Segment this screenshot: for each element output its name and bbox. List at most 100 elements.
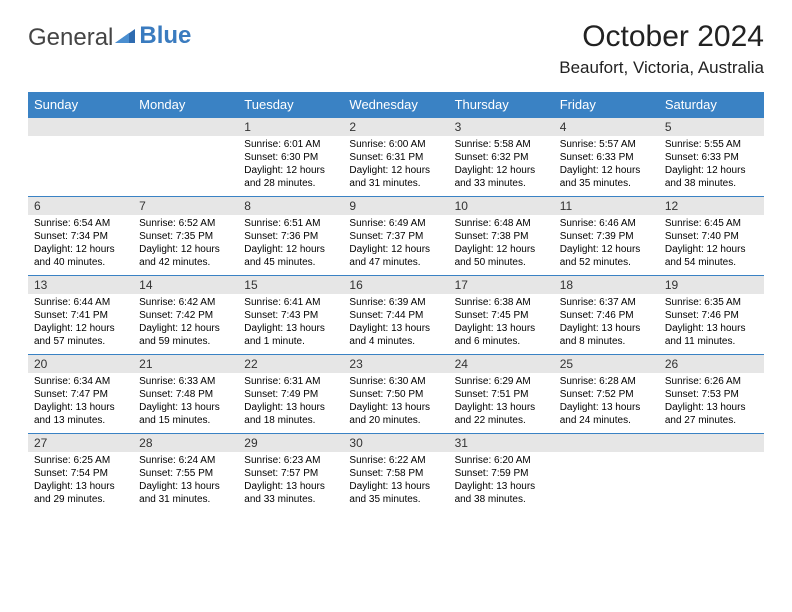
day-details: Sunrise: 6:41 AMSunset: 7:43 PMDaylight:… xyxy=(238,294,343,354)
day-detail-line: and 29 minutes. xyxy=(34,493,127,506)
day-number: 7 xyxy=(133,197,238,215)
day-number: 1 xyxy=(238,118,343,136)
day-number xyxy=(659,434,764,452)
day-detail-line: Daylight: 13 hours xyxy=(349,480,442,493)
day-number: 26 xyxy=(659,355,764,373)
day-detail-line: Sunrise: 6:41 AM xyxy=(244,296,337,309)
day-details: Sunrise: 6:30 AMSunset: 7:50 PMDaylight:… xyxy=(343,373,448,433)
day-detail-line: Sunset: 6:33 PM xyxy=(665,151,758,164)
day-number: 21 xyxy=(133,355,238,373)
day-detail-line: Daylight: 12 hours xyxy=(560,164,653,177)
day-detail-line: and 54 minutes. xyxy=(665,256,758,269)
day-detail-line: Daylight: 13 hours xyxy=(455,401,548,414)
day-detail-line: Sunrise: 6:45 AM xyxy=(665,217,758,230)
day-number: 16 xyxy=(343,276,448,294)
day-detail-line: and 4 minutes. xyxy=(349,335,442,348)
day-detail-line: and 42 minutes. xyxy=(139,256,232,269)
day-detail-line: and 1 minute. xyxy=(244,335,337,348)
day-number: 3 xyxy=(449,118,554,136)
day-number: 20 xyxy=(28,355,133,373)
day-detail-line: Sunrise: 5:57 AM xyxy=(560,138,653,151)
day-detail-line: and 50 minutes. xyxy=(455,256,548,269)
day-detail-line: Sunrise: 6:31 AM xyxy=(244,375,337,388)
calendar-cell: 27Sunrise: 6:25 AMSunset: 7:54 PMDayligh… xyxy=(28,434,133,513)
day-details: Sunrise: 6:42 AMSunset: 7:42 PMDaylight:… xyxy=(133,294,238,354)
day-detail-line: and 33 minutes. xyxy=(244,493,337,506)
weekday-header: Monday xyxy=(133,92,238,118)
day-detail-line: Sunrise: 6:38 AM xyxy=(455,296,548,309)
day-details: Sunrise: 6:24 AMSunset: 7:55 PMDaylight:… xyxy=(133,452,238,512)
day-detail-line: Sunset: 7:45 PM xyxy=(455,309,548,322)
location: Beaufort, Victoria, Australia xyxy=(559,58,764,78)
day-number: 29 xyxy=(238,434,343,452)
calendar-cell: 2Sunrise: 6:00 AMSunset: 6:31 PMDaylight… xyxy=(343,118,448,197)
calendar-table: Sunday Monday Tuesday Wednesday Thursday… xyxy=(28,92,764,512)
day-detail-line: Sunset: 7:49 PM xyxy=(244,388,337,401)
day-detail-line: Sunset: 7:39 PM xyxy=(560,230,653,243)
day-detail-line: and 35 minutes. xyxy=(560,177,653,190)
day-number: 23 xyxy=(343,355,448,373)
calendar-cell: 24Sunrise: 6:29 AMSunset: 7:51 PMDayligh… xyxy=(449,355,554,434)
calendar-cell: 18Sunrise: 6:37 AMSunset: 7:46 PMDayligh… xyxy=(554,276,659,355)
day-details: Sunrise: 6:48 AMSunset: 7:38 PMDaylight:… xyxy=(449,215,554,275)
calendar-cell: 25Sunrise: 6:28 AMSunset: 7:52 PMDayligh… xyxy=(554,355,659,434)
day-details: Sunrise: 6:25 AMSunset: 7:54 PMDaylight:… xyxy=(28,452,133,512)
day-detail-line: Daylight: 12 hours xyxy=(34,322,127,335)
day-details: Sunrise: 6:51 AMSunset: 7:36 PMDaylight:… xyxy=(238,215,343,275)
day-detail-line: Daylight: 13 hours xyxy=(244,401,337,414)
day-detail-line: Sunrise: 6:35 AM xyxy=(665,296,758,309)
title-block: October 2024 Beaufort, Victoria, Austral… xyxy=(559,20,764,78)
weekday-header: Friday xyxy=(554,92,659,118)
calendar-cell: 12Sunrise: 6:45 AMSunset: 7:40 PMDayligh… xyxy=(659,197,764,276)
day-detail-line: Sunset: 7:48 PM xyxy=(139,388,232,401)
day-details: Sunrise: 6:29 AMSunset: 7:51 PMDaylight:… xyxy=(449,373,554,433)
day-detail-line: Sunset: 7:54 PM xyxy=(34,467,127,480)
day-detail-line: Daylight: 13 hours xyxy=(665,401,758,414)
day-detail-line: and 22 minutes. xyxy=(455,414,548,427)
day-details: Sunrise: 6:34 AMSunset: 7:47 PMDaylight:… xyxy=(28,373,133,433)
day-details: Sunrise: 6:37 AMSunset: 7:46 PMDaylight:… xyxy=(554,294,659,354)
day-detail-line: and 18 minutes. xyxy=(244,414,337,427)
day-details: Sunrise: 6:35 AMSunset: 7:46 PMDaylight:… xyxy=(659,294,764,354)
day-detail-line: Sunset: 7:52 PM xyxy=(560,388,653,401)
day-details: Sunrise: 6:39 AMSunset: 7:44 PMDaylight:… xyxy=(343,294,448,354)
logo-text-general: General xyxy=(28,24,113,52)
day-detail-line: Sunset: 6:31 PM xyxy=(349,151,442,164)
day-number: 18 xyxy=(554,276,659,294)
day-detail-line: Daylight: 12 hours xyxy=(349,243,442,256)
calendar-cell: 13Sunrise: 6:44 AMSunset: 7:41 PMDayligh… xyxy=(28,276,133,355)
day-detail-line: Daylight: 12 hours xyxy=(139,243,232,256)
day-detail-line: and 24 minutes. xyxy=(560,414,653,427)
day-detail-line: Daylight: 13 hours xyxy=(34,480,127,493)
day-number: 14 xyxy=(133,276,238,294)
day-number: 13 xyxy=(28,276,133,294)
calendar-cell: 23Sunrise: 6:30 AMSunset: 7:50 PMDayligh… xyxy=(343,355,448,434)
day-number: 9 xyxy=(343,197,448,215)
day-number: 30 xyxy=(343,434,448,452)
day-detail-line: Sunrise: 6:46 AM xyxy=(560,217,653,230)
calendar-cell: 29Sunrise: 6:23 AMSunset: 7:57 PMDayligh… xyxy=(238,434,343,513)
day-details: Sunrise: 6:49 AMSunset: 7:37 PMDaylight:… xyxy=(343,215,448,275)
day-detail-line: Sunrise: 6:25 AM xyxy=(34,454,127,467)
day-detail-line: Sunset: 7:44 PM xyxy=(349,309,442,322)
day-detail-line: Sunset: 7:53 PM xyxy=(665,388,758,401)
day-detail-line: Sunset: 7:47 PM xyxy=(34,388,127,401)
day-detail-line: Daylight: 13 hours xyxy=(34,401,127,414)
calendar-cell: 5Sunrise: 5:55 AMSunset: 6:33 PMDaylight… xyxy=(659,118,764,197)
day-detail-line: and 59 minutes. xyxy=(139,335,232,348)
day-number: 28 xyxy=(133,434,238,452)
calendar-cell xyxy=(554,434,659,513)
day-detail-line: and 8 minutes. xyxy=(560,335,653,348)
day-details: Sunrise: 6:52 AMSunset: 7:35 PMDaylight:… xyxy=(133,215,238,275)
day-detail-line: Daylight: 12 hours xyxy=(455,164,548,177)
day-detail-line: and 38 minutes. xyxy=(665,177,758,190)
day-detail-line: Sunrise: 6:44 AM xyxy=(34,296,127,309)
calendar-cell: 20Sunrise: 6:34 AMSunset: 7:47 PMDayligh… xyxy=(28,355,133,434)
day-detail-line: and 28 minutes. xyxy=(244,177,337,190)
day-detail-line: Sunrise: 5:58 AM xyxy=(455,138,548,151)
day-number: 10 xyxy=(449,197,554,215)
day-detail-line: Daylight: 13 hours xyxy=(244,322,337,335)
day-detail-line: Daylight: 12 hours xyxy=(455,243,548,256)
day-detail-line: Sunrise: 6:42 AM xyxy=(139,296,232,309)
day-detail-line: Daylight: 13 hours xyxy=(560,401,653,414)
